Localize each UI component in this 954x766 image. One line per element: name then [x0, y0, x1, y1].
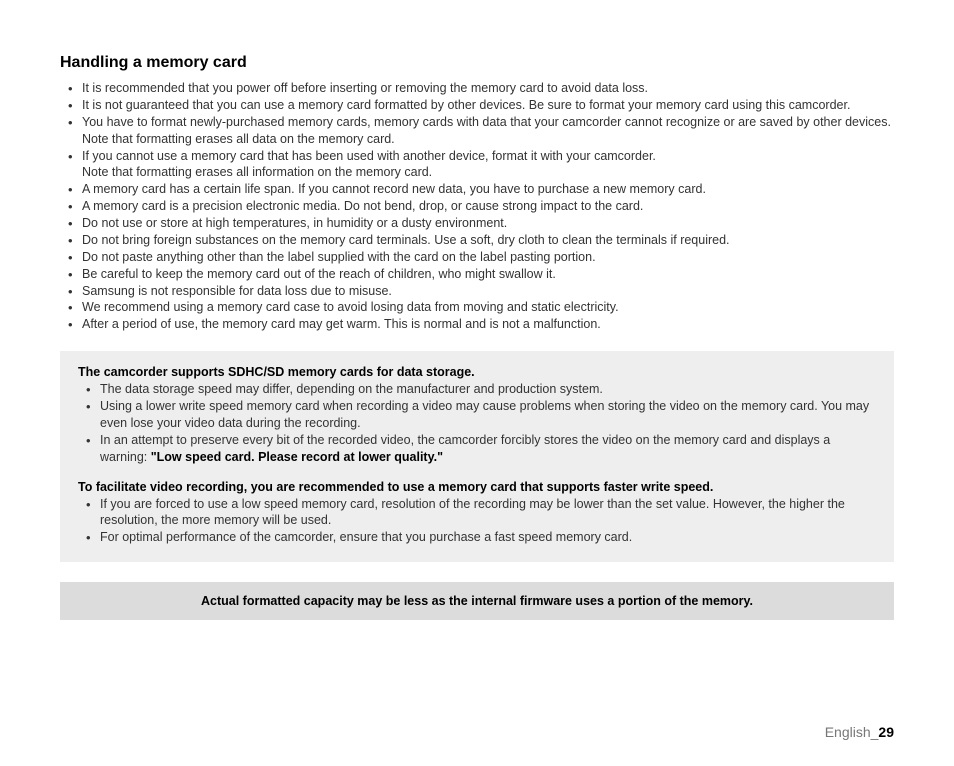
page-footer: English_29 — [825, 724, 894, 740]
list-item: The data storage speed may differ, depen… — [78, 381, 876, 398]
list-item: In an attempt to preserve every bit of t… — [78, 432, 876, 466]
list-item: A memory card is a precision electronic … — [60, 198, 894, 215]
list-item: For optimal performance of the camcorder… — [78, 529, 876, 546]
list-item: A memory card has a certain life span. I… — [60, 181, 894, 198]
list-item: It is not guaranteed that you can use a … — [60, 97, 894, 114]
box-list-2: If you are forced to use a low speed mem… — [78, 496, 876, 547]
list-item: Be careful to keep the memory card out o… — [60, 266, 894, 283]
box-list-1: The data storage speed may differ, depen… — [78, 381, 876, 465]
list-item: If you cannot use a memory card that has… — [60, 148, 894, 182]
footer-language: English — [825, 724, 871, 740]
list-item: We recommend using a memory card case to… — [60, 299, 894, 316]
list-item: Do not paste anything other than the lab… — [60, 249, 894, 266]
list-item: It is recommended that you power off bef… — [60, 80, 894, 97]
main-bullet-list: It is recommended that you power off bef… — [60, 80, 894, 333]
list-item: After a period of use, the memory card m… — [60, 316, 894, 333]
box-heading-2: To facilitate video recording, you are r… — [78, 480, 876, 494]
info-box: The camcorder supports SDHC/SD memory ca… — [60, 351, 894, 562]
list-item: Do not bring foreign substances on the m… — [60, 232, 894, 249]
list-item: Do not use or store at high temperatures… — [60, 215, 894, 232]
list-item: Using a lower write speed memory card wh… — [78, 398, 876, 432]
box-heading-1: The camcorder supports SDHC/SD memory ca… — [78, 365, 876, 379]
list-item: If you are forced to use a low speed mem… — [78, 496, 876, 530]
capacity-note-bar: Actual formatted capacity may be less as… — [60, 582, 894, 620]
page-number: 29 — [878, 724, 894, 740]
warning-message: "Low speed card. Please record at lower … — [151, 450, 443, 464]
section-heading: Handling a memory card — [60, 54, 894, 72]
list-item: Samsung is not responsible for data loss… — [60, 283, 894, 300]
list-item: You have to format newly-purchased memor… — [60, 114, 894, 148]
